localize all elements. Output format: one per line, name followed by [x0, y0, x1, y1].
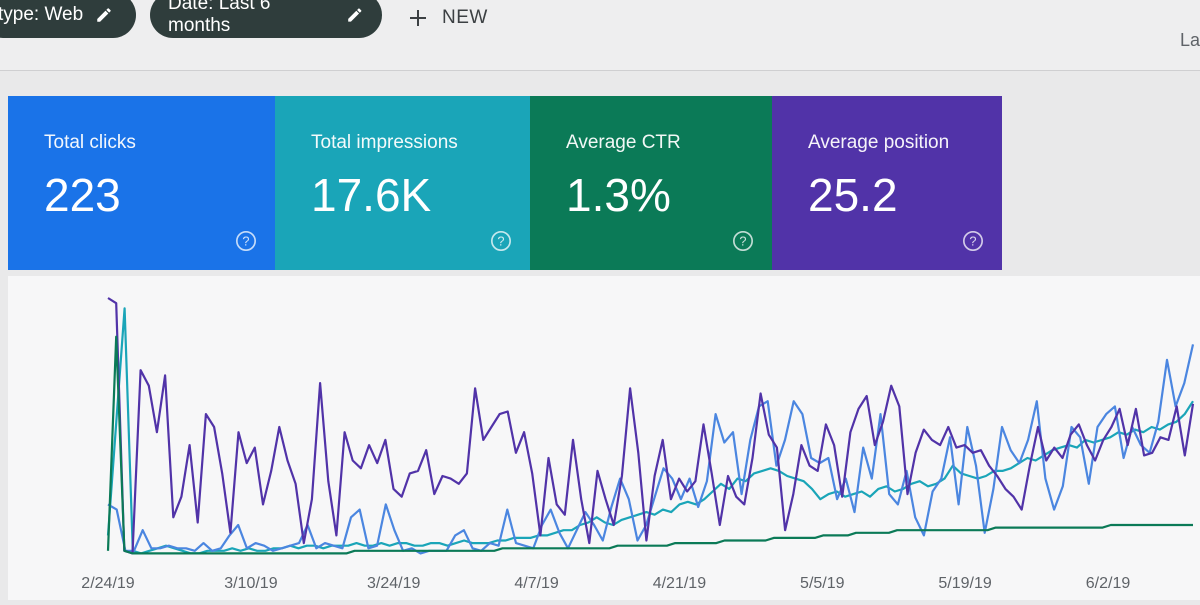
edit-pencil-icon[interactable]	[95, 6, 113, 24]
plus-icon	[410, 10, 426, 26]
date-filter-label: Date: Last 6 months	[168, 0, 271, 36]
metric-card-average-position[interactable]: Average position 25.2 ?	[772, 96, 1002, 270]
metrics-row: Total clicks 223 ? Total impressions 17.…	[8, 96, 1002, 270]
x-tick-label: 6/2/19	[1086, 575, 1131, 592]
x-tick-label: 4/7/19	[514, 575, 559, 592]
metric-label: Average position	[808, 132, 950, 153]
metric-value: 25.2	[808, 169, 898, 221]
help-icon[interactable]: ?	[235, 230, 257, 252]
metric-label: Total clicks	[44, 132, 136, 153]
x-tick-label: 3/24/19	[367, 575, 420, 592]
svg-text:?: ?	[497, 234, 504, 249]
series-line-0	[107, 297, 1195, 555]
svg-text:?: ?	[739, 234, 746, 249]
svg-text:?: ?	[969, 234, 976, 249]
filter-bar: type: Web Date: Last 6 months NEW La	[0, 0, 1200, 71]
help-icon[interactable]: ?	[732, 230, 754, 252]
metric-label: Total impressions	[311, 132, 458, 153]
metric-card-total-clicks[interactable]: Total clicks 223 ?	[8, 96, 275, 270]
metric-label: Average CTR	[566, 132, 681, 153]
last-updated-text: La	[1180, 30, 1200, 50]
metric-value: 17.6K	[311, 169, 432, 221]
metric-value: 223	[44, 169, 121, 221]
new-filter-button[interactable]: NEW	[408, 4, 488, 32]
metric-card-average-ctr[interactable]: Average CTR 1.3% ?	[530, 96, 772, 270]
series-line-3	[106, 335, 1193, 555]
date-filter-chip[interactable]: Date: Last 6 months	[150, 0, 382, 38]
performance-chart: 2/24/19 3/10/19 3/24/19 4/7/19 4/21/19 5/5/19…	[8, 276, 1200, 600]
type-filter-chip[interactable]: type: Web	[0, 0, 136, 38]
x-tick-label: 4/21/19	[653, 575, 706, 592]
edit-pencil-icon[interactable]	[346, 6, 364, 24]
x-tick-label: 5/19/19	[938, 575, 991, 592]
performance-chart-svg: 2/24/19 3/10/19 3/24/19 4/7/19 4/21/19 5/5/19…	[81, 297, 1195, 592]
metric-card-total-impressions[interactable]: Total impressions 17.6K ?	[275, 96, 530, 270]
new-filter-label: NEW	[442, 7, 488, 28]
metric-value: 1.3%	[566, 169, 671, 221]
x-tick-label: 2/24/19	[81, 575, 134, 592]
help-icon[interactable]: ?	[490, 230, 512, 252]
series-line-2	[107, 344, 1195, 555]
help-icon[interactable]: ?	[962, 230, 984, 252]
svg-text:?: ?	[242, 234, 249, 249]
x-tick-label: 3/10/19	[224, 575, 277, 592]
x-tick-label: 5/5/19	[800, 575, 845, 592]
type-filter-label: type: Web	[0, 4, 84, 25]
